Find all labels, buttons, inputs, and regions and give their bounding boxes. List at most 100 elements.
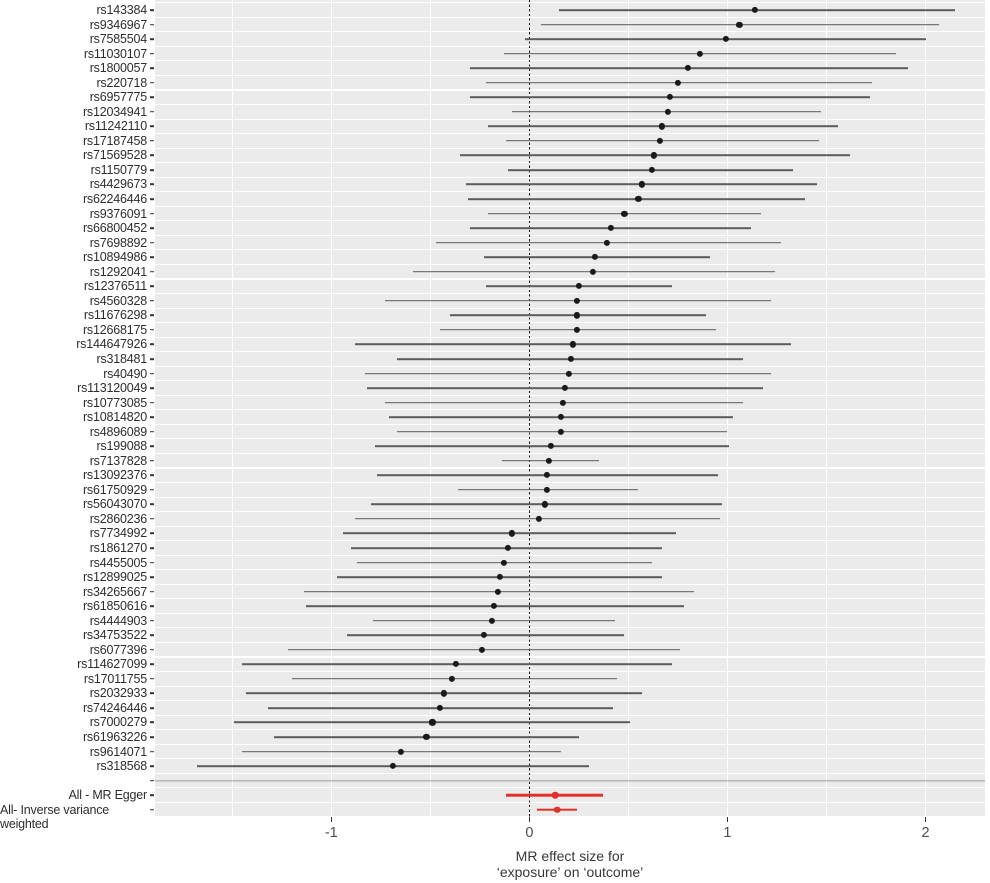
- point-estimate: [488, 617, 495, 624]
- vertical-gridline: [330, 0, 332, 817]
- point-estimate: [659, 123, 666, 130]
- y-axis-tick: [149, 765, 154, 767]
- horizontal-gridline: [155, 191, 985, 193]
- y-axis-label: rs17187458: [82, 133, 147, 148]
- y-axis-label: rs12899025: [82, 570, 147, 585]
- horizontal-gridline: [155, 496, 985, 498]
- y-axis-tick: [149, 576, 154, 578]
- point-estimate: [546, 457, 553, 464]
- horizontal-gridline: [155, 278, 985, 280]
- y-axis-tick: [149, 110, 154, 113]
- horizontal-gridline: [155, 743, 985, 745]
- horizontal-gridline: [155, 656, 985, 658]
- point-estimate: [542, 501, 549, 508]
- y-axis-label: rs9376091: [89, 206, 147, 221]
- horizontal-gridline: [155, 714, 985, 716]
- horizontal-gridline: [155, 118, 985, 120]
- y-axis-label: rs74246446: [82, 700, 147, 715]
- y-axis-label: rs7000279: [89, 715, 147, 730]
- y-axis-label: rs10773085: [82, 395, 147, 410]
- y-axis-label: rs12034941: [82, 104, 147, 119]
- point-estimate: [651, 152, 658, 159]
- y-axis-tick: [149, 169, 154, 171]
- horizontal-gridline: [155, 438, 985, 440]
- y-axis-label: rs113120049: [77, 381, 147, 396]
- y-axis-label: rs1861270: [89, 540, 147, 555]
- horizontal-gridline: [155, 641, 985, 644]
- point-estimate: [567, 355, 575, 363]
- y-axis-tick: [149, 750, 154, 753]
- y-axis-tick: [149, 183, 154, 186]
- y-axis-label: rs12376511: [83, 279, 147, 294]
- y-axis-label: rs1292041: [89, 264, 147, 279]
- point-estimate: [696, 50, 703, 57]
- vertical-gridline: [429, 0, 431, 817]
- y-axis-label: rs71569528: [82, 148, 147, 163]
- section-separator-line: [155, 779, 985, 782]
- y-axis-label: rs4444903: [89, 613, 147, 628]
- y-axis-tick: [149, 445, 154, 447]
- y-axis-tick: [149, 81, 154, 84]
- point-estimate: [666, 94, 674, 101]
- horizontal-gridline: [155, 612, 985, 614]
- vertical-gridline: [924, 0, 927, 817]
- y-axis-label: rs144647926: [76, 337, 147, 352]
- horizontal-gridline: [155, 351, 985, 353]
- y-axis-label: rs61850616: [82, 599, 147, 614]
- y-axis-label: rs7734992: [89, 526, 147, 541]
- point-estimate: [591, 254, 598, 261]
- y-axis-tick: [149, 96, 154, 99]
- y-axis-label: rs220718: [96, 75, 147, 90]
- y-axis-label: rs318568: [96, 759, 147, 774]
- y-axis-tick: [149, 38, 154, 40]
- y-axis-label: rs6957775: [89, 90, 147, 105]
- horizontal-gridline: [155, 31, 985, 33]
- horizontal-gridline: [155, 133, 985, 135]
- horizontal-gridline: [155, 103, 985, 106]
- y-axis-tick: [149, 619, 154, 622]
- y-axis-label: rs2860236: [89, 511, 147, 526]
- point-estimate: [389, 762, 396, 770]
- horizontal-gridline: [155, 322, 985, 324]
- x-axis-tick-label: 1: [723, 825, 732, 841]
- y-axis-label: rs114627099: [77, 657, 147, 672]
- horizontal-gridline: [155, 249, 985, 251]
- point-estimate: [429, 719, 436, 726]
- y-axis-label: rs61750929: [82, 482, 147, 497]
- horizontal-gridline: [155, 685, 985, 687]
- y-axis-tick: [149, 300, 154, 302]
- point-estimate: [397, 748, 404, 755]
- horizontal-gridline: [155, 394, 985, 396]
- point-estimate: [480, 632, 487, 639]
- horizontal-gridline: [155, 627, 985, 629]
- y-axis-tick: [149, 198, 154, 200]
- point-estimate: [752, 6, 759, 14]
- point-estimate: [635, 195, 642, 203]
- y-axis-tick: [149, 256, 154, 258]
- y-axis-tick: [149, 707, 154, 709]
- y-axis-tick: [149, 808, 154, 811]
- horizontal-gridline: [155, 787, 985, 789]
- y-axis-label: rs4896089: [89, 424, 147, 439]
- point-estimate: [504, 544, 511, 552]
- point-estimate: [557, 414, 565, 421]
- point-estimate: [437, 704, 444, 711]
- horizontal-gridline: [155, 365, 985, 367]
- y-axis-tick: [149, 648, 154, 651]
- x-axis-tick-label: 0: [525, 825, 534, 841]
- y-axis-tick: [149, 721, 154, 724]
- horizontal-gridline: [155, 452, 985, 454]
- y-axis-label: rs318481: [96, 351, 147, 366]
- y-axis-tick: [149, 241, 154, 244]
- point-estimate: [603, 239, 610, 246]
- y-axis-label: rs10814820: [82, 410, 147, 425]
- point-estimate: [565, 370, 573, 377]
- y-axis-tick: [149, 561, 154, 564]
- vertical-gridline: [726, 0, 729, 817]
- horizontal-gridline: [155, 569, 985, 571]
- y-axis-label: rs56043070: [82, 497, 147, 512]
- x-axis-title: MR effect size for ‘exposure’ on ‘outcom…: [497, 848, 644, 880]
- y-axis-tick: [149, 270, 154, 273]
- horizontal-gridline: [155, 60, 985, 62]
- point-estimate: [722, 35, 729, 43]
